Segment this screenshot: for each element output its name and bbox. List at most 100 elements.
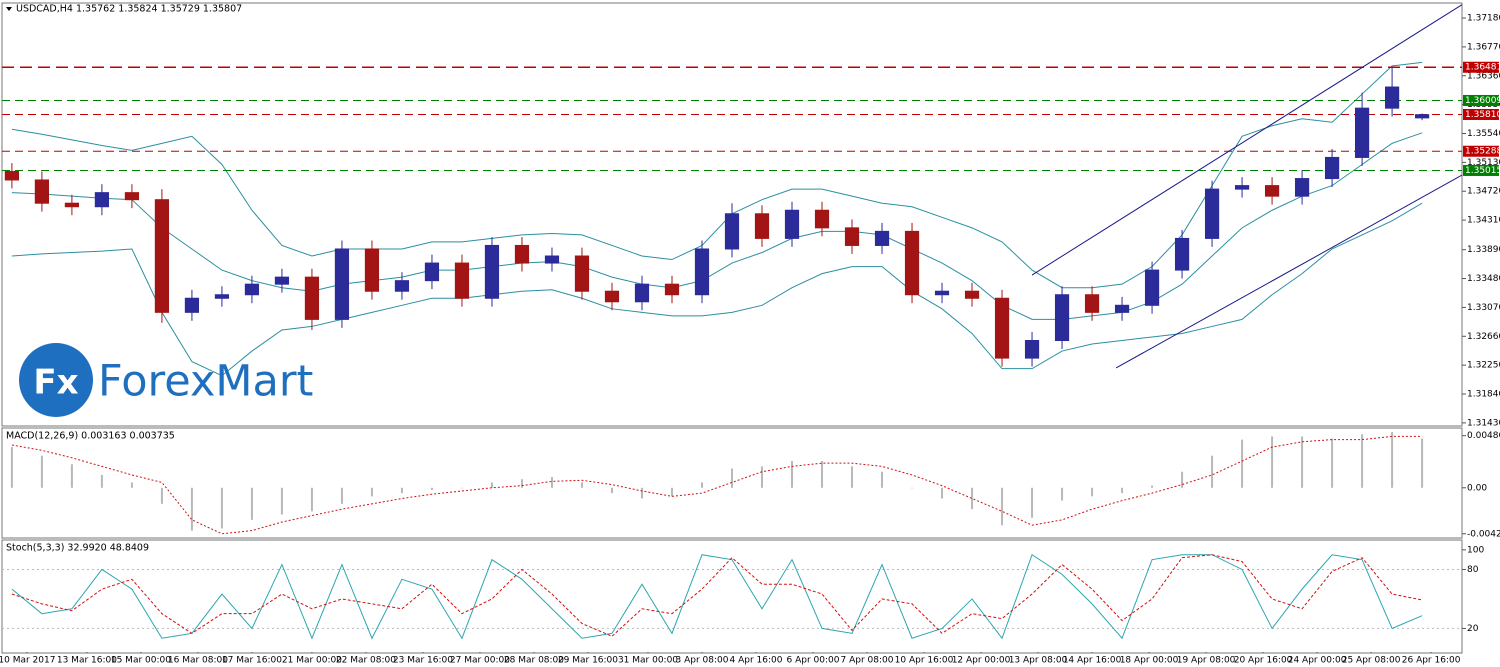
watermark-icon: Fx bbox=[33, 363, 78, 403]
macd-bar bbox=[911, 487, 914, 489]
candle-body bbox=[1024, 340, 1040, 359]
y-tick-label: 1.36770 bbox=[1467, 42, 1500, 52]
y-tick-label: 1.32660 bbox=[1467, 332, 1500, 342]
macd-bar bbox=[700, 482, 703, 488]
candle-body bbox=[1324, 156, 1340, 180]
candle-body bbox=[634, 283, 650, 303]
price-level-label: 1.36009 bbox=[1465, 96, 1500, 106]
candle-body bbox=[1294, 178, 1310, 197]
y-tick-label: 1.37180 bbox=[1467, 14, 1500, 24]
y-tick-label: 1.33890 bbox=[1467, 245, 1500, 255]
y-tick-label: 1.33480 bbox=[1467, 274, 1500, 284]
macd-bar bbox=[1241, 439, 1244, 488]
macd-bar bbox=[1421, 438, 1424, 488]
macd-bar bbox=[1331, 438, 1334, 488]
y-tick-label: 20 bbox=[1467, 624, 1479, 634]
macd-bar bbox=[1361, 434, 1364, 488]
macd-bar bbox=[670, 487, 673, 497]
y-tick-label: 1.36360 bbox=[1467, 71, 1500, 81]
price-level-label: 1.35015 bbox=[1465, 166, 1500, 176]
y-tick-label: 1.35130 bbox=[1467, 158, 1500, 168]
y-tick-label: 1.32250 bbox=[1467, 361, 1500, 371]
price-level-label: 1.35288 bbox=[1465, 147, 1500, 157]
candle-body bbox=[754, 213, 770, 239]
menu-arrow[interactable] bbox=[6, 7, 12, 11]
macd-bar bbox=[1031, 487, 1034, 518]
macd-bar bbox=[430, 487, 433, 490]
y-tick-label: 80 bbox=[1467, 565, 1479, 575]
trend-line bbox=[1115, 174, 1463, 369]
price-level-box bbox=[1463, 164, 1499, 176]
x-tick-label: 24 Apr 00:00 bbox=[1288, 656, 1347, 666]
candle-body bbox=[1204, 188, 1220, 239]
candle-body bbox=[274, 276, 290, 285]
candle-body bbox=[694, 248, 710, 296]
macd-bar bbox=[10, 447, 13, 488]
x-tick-label: 3 Apr 08:00 bbox=[676, 656, 729, 666]
candle-body bbox=[664, 283, 680, 296]
stoch-panel bbox=[1, 539, 1463, 654]
macd-bar bbox=[280, 487, 283, 515]
macd-bar bbox=[460, 487, 463, 489]
x-tick-label: 19 Apr 08:00 bbox=[1177, 656, 1236, 666]
candle-body bbox=[874, 230, 890, 246]
candle-body bbox=[1144, 269, 1160, 306]
macd-header: MACD(12,26,9) 0.003163 0.003735 bbox=[6, 431, 175, 442]
macd-bar bbox=[160, 487, 163, 504]
candle-body bbox=[1234, 185, 1250, 190]
candle-body bbox=[484, 244, 500, 299]
x-tick-label: 10 Mar 2017 bbox=[0, 656, 55, 666]
candle-body bbox=[4, 171, 20, 181]
y-tick-label: 1.31430 bbox=[1467, 418, 1500, 428]
macd-bar bbox=[130, 482, 133, 488]
band-lower bbox=[11, 202, 1423, 377]
candle-body bbox=[814, 209, 830, 229]
macd-bar bbox=[971, 487, 974, 510]
candle-body bbox=[724, 213, 740, 250]
candle-body bbox=[1264, 185, 1280, 197]
x-tick-label: 26 Apr 16:00 bbox=[1402, 656, 1461, 666]
x-tick-label: 14 Apr 16:00 bbox=[1063, 656, 1122, 666]
macd-bar bbox=[250, 487, 253, 520]
macd-bar bbox=[851, 466, 854, 488]
macd-bar bbox=[100, 474, 103, 488]
y-tick-label: 1.35540 bbox=[1467, 129, 1500, 139]
macd-bar bbox=[70, 464, 73, 488]
y-tick-label: 1.34310 bbox=[1467, 216, 1500, 226]
x-tick-label: 31 Mar 00:00 bbox=[618, 656, 678, 666]
macd-bar bbox=[941, 487, 944, 499]
candle-body bbox=[844, 227, 860, 246]
x-tick-label: 13 Apr 08:00 bbox=[1009, 656, 1068, 666]
x-tick-label: 7 Apr 08:00 bbox=[841, 656, 894, 666]
x-tick-label: 10 Apr 16:00 bbox=[895, 656, 954, 666]
candle-body bbox=[1054, 294, 1070, 342]
macd-bar bbox=[220, 487, 223, 529]
candle-body bbox=[784, 209, 800, 239]
x-tick-label: 15 Mar 00:00 bbox=[111, 656, 171, 666]
x-tick-label: 21 Mar 00:00 bbox=[282, 656, 342, 666]
y-tick-label: 1.34720 bbox=[1467, 187, 1500, 197]
macd-bar bbox=[1391, 432, 1394, 488]
candle-body bbox=[64, 202, 80, 208]
macd-bar bbox=[1181, 471, 1184, 488]
main-header: USDCAD,H4 1.35762 1.35824 1.35729 1.3580… bbox=[16, 4, 242, 15]
candle-body bbox=[1414, 114, 1430, 119]
price-level-box bbox=[1463, 145, 1499, 157]
candle-body bbox=[244, 283, 260, 296]
macd-bar bbox=[340, 487, 343, 504]
price-level-label: 1.35810 bbox=[1465, 110, 1500, 120]
macd-bar bbox=[881, 471, 884, 488]
x-tick-label: 16 Mar 08:00 bbox=[168, 656, 228, 666]
x-tick-label: 27 Mar 00:00 bbox=[450, 656, 510, 666]
candle-body bbox=[544, 255, 560, 264]
macd-bar bbox=[791, 461, 794, 488]
candle-body bbox=[454, 262, 470, 299]
stoch-main bbox=[11, 553, 1423, 640]
x-tick-label: 18 Apr 00:00 bbox=[1120, 656, 1179, 666]
macd-bar bbox=[1151, 485, 1154, 488]
candle-body bbox=[1384, 86, 1400, 109]
candle-body bbox=[1174, 237, 1190, 271]
stoch-signal bbox=[11, 554, 1423, 637]
macd-bar bbox=[370, 487, 373, 497]
